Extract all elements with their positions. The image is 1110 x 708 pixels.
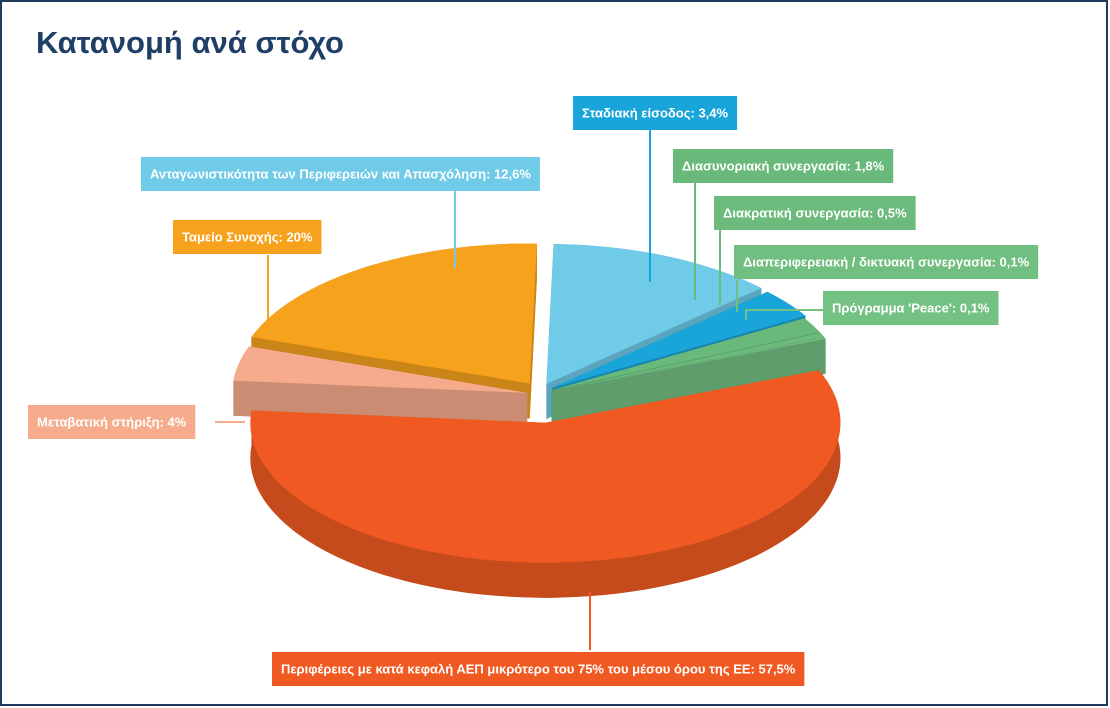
data-label: Ταμείο Συνοχής: 20% [182,229,313,244]
slice [250,370,841,563]
data-label: Διαπεριφερειακή / δικτυακή συνεργασία: 0… [743,254,1030,269]
slice-side [529,243,537,419]
slice-side [552,338,826,427]
label-box [734,245,1039,279]
slice [552,337,825,392]
label-box [272,652,805,686]
chart-title: Κατανομή ανά στόχο [36,25,344,60]
slice [546,244,762,384]
data-label: Ανταγωνιστικότητα των Περιφερειών και Απ… [150,166,531,181]
slice [250,370,841,598]
slice [551,318,820,391]
label-box [173,220,322,254]
slice [552,338,826,392]
data-label: Μεταβατική στήριξη: 4% [37,414,187,429]
slice-side [824,338,826,374]
label-box [573,96,738,130]
slice [233,346,528,393]
data-label: Διασυνοριακή συνεργασία: 1,8% [682,158,885,173]
slice [551,332,824,391]
label-box [673,149,894,183]
label-box [28,405,196,439]
leader-line [745,309,823,320]
slice [552,291,806,388]
slice [251,243,537,384]
label-box [823,291,999,325]
data-label: Σταδιακή είσοδος: 3,4% [582,105,729,120]
data-label: Διακρατική συνεργασία: 0,5% [723,205,907,220]
label-box [714,196,916,230]
data-label: Περιφέρειες με κατά κεφαλή ΑΕΠ μικρότερο… [281,661,796,676]
label-box [141,157,540,191]
data-label: Πρόγραμμα 'Peace': 0,1% [832,300,990,315]
